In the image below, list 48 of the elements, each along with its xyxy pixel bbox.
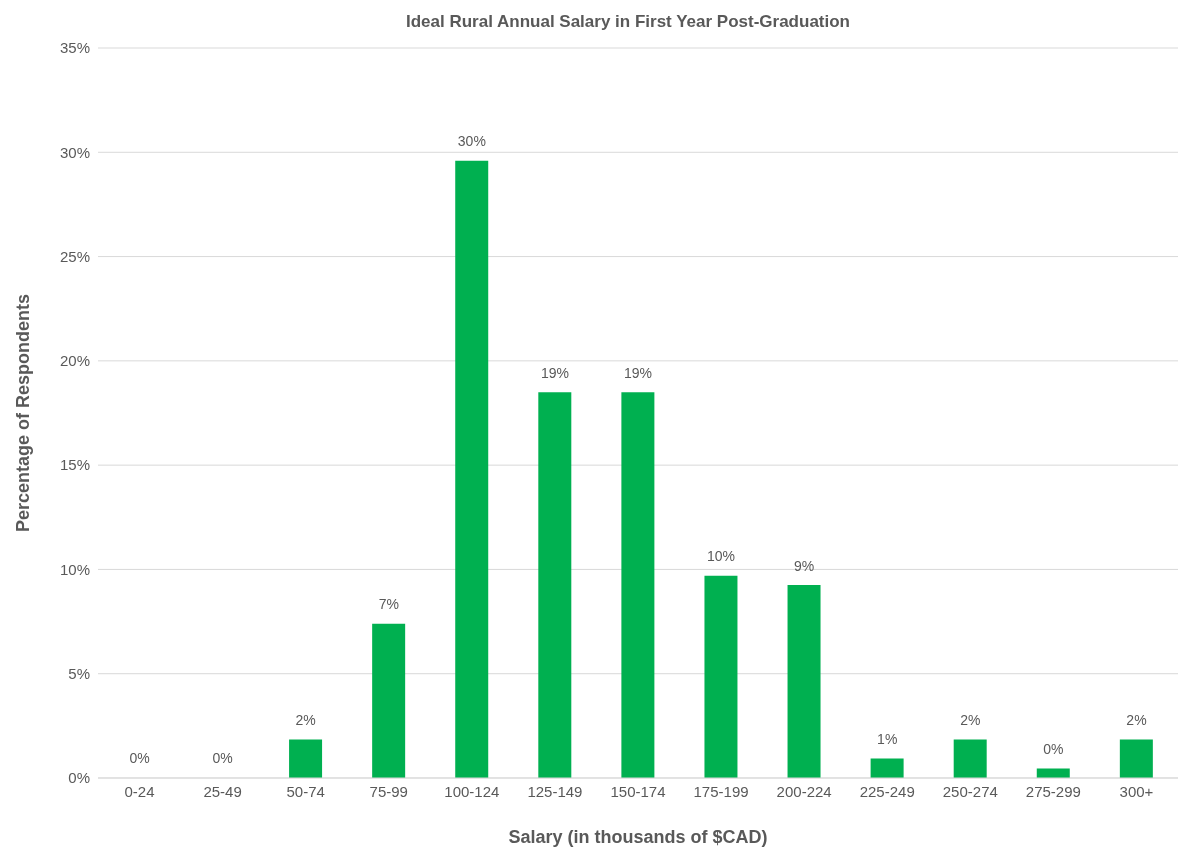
y-tick-label: 5% <box>68 665 90 683</box>
x-tick-label: 125-149 <box>527 782 583 800</box>
x-tick-label: 100-124 <box>444 782 500 800</box>
x-tick-label: 25-49 <box>203 782 242 800</box>
data-label: 0% <box>1043 740 1064 757</box>
x-tick-label: 225-249 <box>859 782 915 800</box>
bar <box>289 739 323 778</box>
x-tick-label: 0-24 <box>124 782 155 800</box>
bar <box>621 392 655 778</box>
x-tick-label: 300+ <box>1119 782 1154 800</box>
y-tick-label: 20% <box>59 352 90 370</box>
x-tick-label: 50-74 <box>286 782 325 800</box>
x-tick-label: 150-174 <box>610 782 666 800</box>
data-label: 19% <box>623 364 653 381</box>
y-axis-title: Percentage of Respondents <box>13 293 34 533</box>
bar <box>455 160 489 778</box>
data-label: 2% <box>960 711 981 728</box>
data-label: 7% <box>378 596 399 613</box>
data-label: 2% <box>1126 711 1147 728</box>
bar <box>870 758 904 778</box>
x-tick-label: 275-299 <box>1025 782 1081 800</box>
y-tick-label: 30% <box>59 143 90 161</box>
bar <box>1119 739 1153 778</box>
data-label: 10% <box>707 548 736 565</box>
bar <box>704 575 738 778</box>
data-label: 30% <box>457 133 486 150</box>
bar <box>372 623 406 778</box>
data-label: 19% <box>540 364 569 381</box>
data-label: 0% <box>212 750 233 767</box>
x-tick-label: 175-199 <box>693 782 749 800</box>
data-label: 2% <box>295 711 316 728</box>
bar <box>787 585 821 778</box>
data-label: 9% <box>794 557 815 574</box>
y-tick-label: 0% <box>68 769 90 787</box>
x-tick-label: 250-274 <box>942 782 998 800</box>
y-tick-label: 10% <box>59 560 90 578</box>
bar <box>538 392 572 778</box>
x-tick-label: 75-99 <box>369 782 408 800</box>
bar <box>953 739 987 778</box>
chart-title: Ideal Rural Annual Salary in First Year Post-Graduation <box>405 11 851 33</box>
data-label: 1% <box>877 731 898 748</box>
y-tick-label: 15% <box>59 456 90 474</box>
x-tick-label: 200-224 <box>776 782 832 800</box>
data-label: 0% <box>129 750 150 767</box>
y-tick-label: 25% <box>59 247 90 265</box>
x-axis-title: Salary (in thousands of $CAD) <box>508 827 768 847</box>
bar <box>1036 768 1070 778</box>
y-tick-label: 35% <box>59 39 90 57</box>
